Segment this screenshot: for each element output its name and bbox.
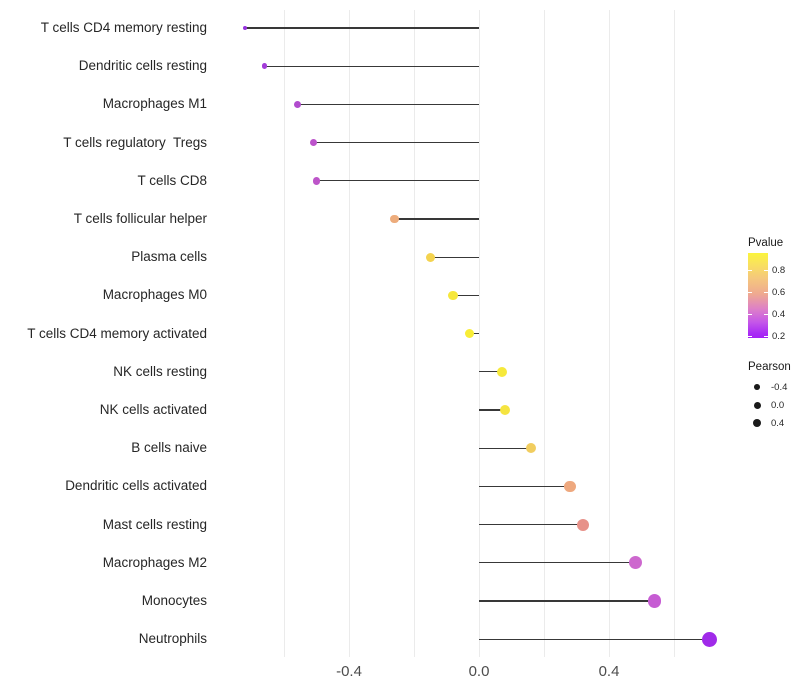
row-label: Dendritic cells resting — [78, 58, 207, 74]
stem-line — [479, 562, 635, 564]
stem-line — [394, 218, 479, 220]
pvalue-tick-label: 0.2 — [772, 331, 786, 342]
data-point-dot — [496, 366, 507, 377]
stem-line — [264, 65, 479, 67]
colorbar-tick-mark — [748, 270, 752, 271]
pearson-legend-dot — [753, 401, 761, 409]
data-point-dot — [390, 214, 399, 224]
stem-line — [430, 256, 479, 258]
gridline-x--0.6 — [283, 10, 285, 657]
colorbar-tick-mark — [748, 314, 752, 315]
data-point-dot — [577, 518, 589, 531]
gridline-x-0.6 — [673, 10, 675, 657]
stem-line — [479, 447, 531, 449]
data-point-dot — [464, 328, 474, 339]
stem-line — [297, 103, 479, 106]
colorbar-tick-mark — [764, 336, 768, 337]
row-label: T cells CD4 memory resting — [40, 20, 207, 35]
stem-line — [316, 180, 479, 182]
stem-line — [479, 523, 583, 526]
gridline-x--0.2 — [413, 10, 415, 657]
pearson-legend-dot — [752, 418, 762, 428]
data-point-dot — [628, 556, 642, 570]
row-label: NK cells resting — [113, 363, 207, 379]
row-label: T cells regulatory Tregs — [63, 134, 207, 150]
pearson-legend-dot — [754, 384, 760, 390]
stem-line — [313, 141, 479, 144]
data-point-dot — [243, 26, 247, 30]
stem-line — [245, 27, 479, 29]
colorbar-tick-mark — [748, 336, 752, 337]
row-label: Macrophages M0 — [102, 287, 207, 303]
stem-line — [479, 638, 710, 640]
x-tick-label: 0.4 — [598, 663, 620, 680]
gridline-x-0 — [478, 10, 480, 657]
x-tick-label: 0.0 — [468, 663, 490, 680]
pearson-legend-label: 0.4 — [771, 418, 785, 429]
stem-line — [453, 294, 479, 297]
stem-line — [479, 600, 655, 602]
gridline-x--0.4 — [348, 10, 350, 657]
pearson-legend-title: Pearson — [748, 361, 791, 373]
stem-line — [469, 332, 479, 335]
data-point-dot — [293, 100, 301, 108]
stem-line — [479, 485, 570, 488]
pvalue-tick-label: 0.4 — [772, 309, 786, 320]
row-label: Macrophages M2 — [102, 554, 207, 570]
colorbar-tick-mark — [764, 314, 768, 315]
gridline-x-0.4 — [608, 10, 610, 657]
gridline-x-0.2 — [543, 10, 545, 657]
pearson-legend-label: -0.4 — [771, 382, 788, 393]
row-label: T cells follicular helper — [73, 211, 207, 226]
pvalue-colorbar — [748, 253, 768, 338]
data-point-dot — [702, 631, 718, 647]
colorbar-tick-mark — [764, 292, 768, 293]
row-label: Mast cells resting — [102, 516, 207, 532]
row-label: Dendritic cells activated — [65, 478, 207, 494]
row-label: Neutrophils — [138, 631, 207, 647]
stem-line — [479, 409, 505, 411]
row-label: T cells CD4 memory activated — [27, 325, 207, 341]
data-point-dot — [525, 442, 537, 454]
data-point-dot — [425, 252, 435, 262]
row-label: B cells naive — [131, 440, 207, 456]
data-point-dot — [309, 139, 317, 147]
x-tick-label: -0.4 — [336, 663, 362, 680]
data-point-dot — [564, 480, 576, 493]
pvalue-tick-label: 0.6 — [772, 287, 786, 298]
data-point-dot — [448, 290, 458, 301]
row-label: NK cells activated — [99, 402, 207, 417]
stem-line — [479, 371, 502, 373]
row-label: Monocytes — [141, 593, 207, 608]
pvalue-legend-title: Pvalue — [748, 237, 784, 249]
data-point-dot — [647, 594, 662, 608]
data-point-dot — [312, 177, 321, 185]
data-point-dot — [499, 404, 511, 416]
pearson-legend-label: 0.0 — [771, 400, 785, 411]
row-label: Macrophages M1 — [102, 96, 207, 112]
colorbar-tick-mark — [748, 292, 752, 293]
row-label: T cells CD8 — [137, 172, 207, 188]
colorbar-tick-mark — [764, 270, 768, 271]
pvalue-tick-label: 0.8 — [772, 265, 786, 276]
data-point-dot — [261, 63, 268, 69]
row-label: Plasma cells — [131, 249, 207, 265]
